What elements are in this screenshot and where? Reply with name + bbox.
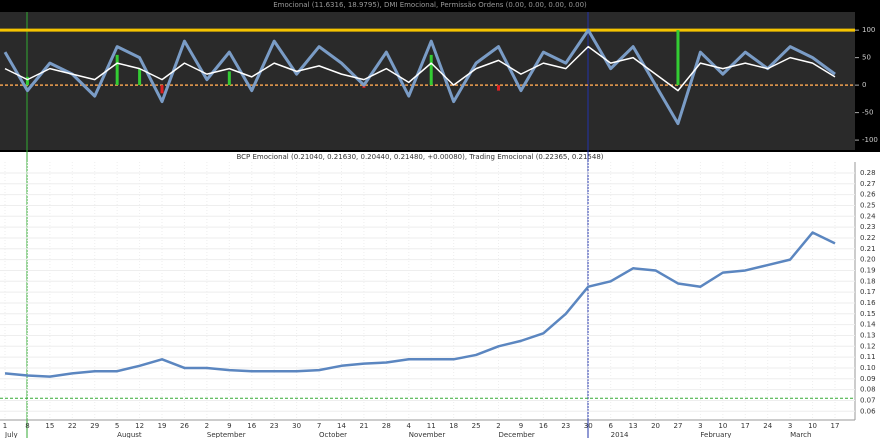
y-tick-label: 0.08: [860, 386, 876, 394]
x-tick-label: 12: [135, 422, 144, 430]
x-tick-label: 16: [247, 422, 256, 430]
y-tick-label: 0.19: [860, 266, 876, 274]
x-tick-label: 29: [90, 422, 99, 430]
histogram-bar: [115, 54, 119, 86]
x-tick-label: 18: [449, 422, 458, 430]
x-tick-label: 27: [674, 422, 683, 430]
histogram-bar: [160, 85, 164, 94]
x-tick-label: 30: [584, 422, 593, 430]
histogram-bar: [25, 76, 29, 86]
indicator-line: [4, 45, 836, 92]
x-tick-label: 11: [427, 422, 436, 430]
x-tick-label: 8: [25, 422, 29, 430]
x-tick-label: 13: [629, 422, 638, 430]
y-tick-label: 0.21: [860, 245, 876, 253]
y-tick-label: 0.18: [860, 277, 876, 285]
price-line: [4, 231, 836, 378]
y-tick-label: 0.25: [860, 201, 876, 209]
y-tick-label: 0.09: [860, 375, 876, 383]
top-plot-bg: [0, 12, 855, 150]
y-tick-label: 50: [862, 54, 871, 62]
indicator-title: Emocional (11.6316, 18.9795), DMI Emocio…: [273, 1, 587, 9]
x-tick-label: 19: [158, 422, 167, 430]
month-label: July: [4, 431, 18, 438]
x-tick-label: 16: [539, 422, 548, 430]
x-tick-label: 20: [651, 422, 660, 430]
x-tick-label: 9: [227, 422, 231, 430]
y-tick-label: 0.20: [860, 256, 876, 264]
x-tick-label: 2: [205, 422, 209, 430]
y-tick-label: 0.22: [860, 234, 876, 242]
y-tick-label: 0.06: [860, 407, 876, 415]
x-tick-label: 24: [763, 422, 772, 430]
y-tick-label: 0.13: [860, 331, 876, 339]
x-tick-label: 25: [472, 422, 481, 430]
y-tick-label: 0.15: [860, 310, 876, 318]
x-tick-label: 26: [180, 422, 189, 430]
y-tick-label: 0.14: [860, 321, 876, 329]
y-tick-label: 0.11: [860, 353, 876, 361]
x-tick-label: 7: [317, 422, 321, 430]
histogram-bar: [676, 30, 680, 86]
x-tick-label: 22: [68, 422, 77, 430]
y-tick-label: 0.16: [860, 299, 876, 307]
month-label: August: [117, 431, 142, 438]
price-title: BCP Emocional (0.21040, 0.21630, 0.20440…: [236, 153, 603, 161]
x-tick-label: 2: [496, 422, 500, 430]
x-tick-label: 28: [382, 422, 391, 430]
y-tick-label: 100: [862, 26, 875, 34]
y-tick-label: -50: [862, 109, 873, 117]
x-tick-label: 1: [3, 422, 7, 430]
x-tick-label: 9: [519, 422, 523, 430]
month-label: March: [790, 431, 811, 438]
month-label: September: [207, 431, 246, 438]
histogram-bar: [138, 68, 142, 86]
x-tick-label: 23: [561, 422, 570, 430]
x-tick-label: 23: [270, 422, 279, 430]
y-tick-label: 0.28: [860, 169, 876, 177]
x-tick-label: 17: [831, 422, 840, 430]
y-tick-label: 0: [862, 81, 866, 89]
x-tick-label: 3: [698, 422, 702, 430]
y-tick-label: 0.24: [860, 212, 876, 220]
month-label: October: [319, 431, 347, 438]
y-tick-label: 0.10: [860, 364, 876, 372]
x-tick-label: 10: [718, 422, 727, 430]
month-label: December: [499, 431, 535, 438]
x-tick-label: 15: [45, 422, 54, 430]
x-tick-label: 21: [359, 422, 368, 430]
indicator-line: [3, 28, 836, 126]
x-tick-label: 30: [292, 422, 301, 430]
x-tick-label: 6: [608, 422, 613, 430]
x-tick-label: 17: [741, 422, 750, 430]
x-tick-label: 10: [808, 422, 817, 430]
x-tick-label: 3: [788, 422, 792, 430]
histogram-bar: [227, 71, 231, 86]
y-tick-label: 0.27: [860, 180, 876, 188]
y-tick-label: 0.23: [860, 223, 876, 231]
histogram-bar: [497, 85, 501, 91]
x-tick-label: 4: [407, 422, 412, 430]
y-tick-label: 0.07: [860, 396, 876, 404]
y-tick-label: 0.12: [860, 342, 876, 350]
histogram-bar: [429, 54, 433, 86]
y-tick-label: 0.26: [860, 191, 876, 199]
month-label: 2014: [611, 431, 629, 438]
month-label: February: [700, 431, 731, 438]
y-tick-label: -100: [862, 136, 878, 144]
month-label: November: [409, 431, 446, 438]
x-tick-label: 14: [337, 422, 346, 430]
x-tick-label: 5: [115, 422, 119, 430]
y-tick-label: 0.17: [860, 288, 876, 296]
